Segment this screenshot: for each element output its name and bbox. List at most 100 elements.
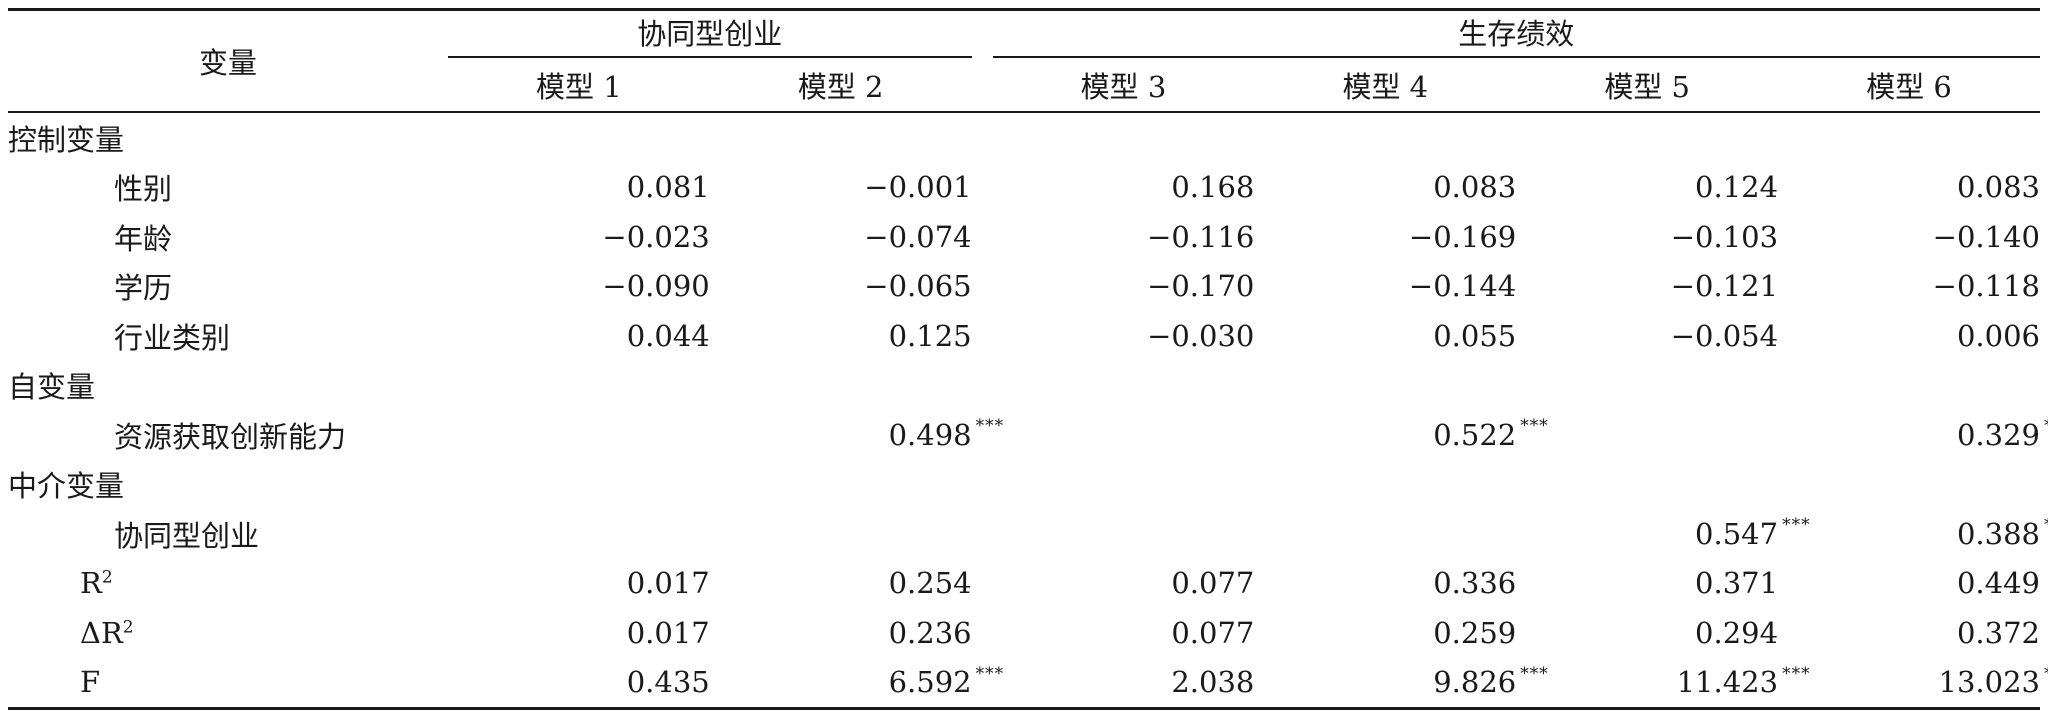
cell-model-4: 9.826 ***	[1254, 657, 1548, 710]
cell-model-1	[448, 460, 710, 510]
cell-model-2: 6.592 ***	[709, 657, 1003, 710]
cell-model-2: 0.236	[710, 608, 972, 658]
cell-model-6: 13.023 ***	[1778, 657, 2048, 710]
group-header-synergy: 协同型创业	[447, 8, 972, 59]
model-4-header: 模型 4	[1254, 59, 1517, 113]
row-label: 中介变量	[8, 460, 448, 510]
table-row: 自变量	[8, 361, 2040, 411]
cell-model-5	[1516, 112, 1778, 163]
cell-model-3: −0.116	[993, 212, 1254, 262]
column-gap	[972, 460, 993, 510]
cell-model-3	[993, 460, 1255, 510]
cell-value: −0.144	[1408, 269, 1517, 304]
model-1-header: 模型 1	[447, 59, 710, 113]
cell-model-1: 0.081	[448, 163, 710, 213]
cell-value: 9.826	[1433, 665, 1517, 700]
row-label: 协同型创业	[8, 509, 448, 559]
cell-model-1: 0.044	[448, 311, 710, 361]
cell-model-6: 0.083	[1778, 163, 2040, 213]
table-row: R2 0.017 0.254 0.077 0.336 0.371 0.449	[8, 559, 2040, 609]
cell-model-4: −0.144	[1254, 262, 1516, 312]
row-label-text: 中介变量	[8, 469, 125, 504]
column-gap	[972, 608, 993, 658]
column-gap	[971, 657, 993, 710]
cell-model-4: 0.259	[1254, 608, 1516, 658]
row-label-superscript: 2	[122, 617, 134, 638]
row-label: R2	[8, 559, 448, 609]
table-row: ΔR2 0.017 0.236 0.077 0.259 0.294 0.372	[8, 608, 2040, 658]
row-label-text: 控制变量	[8, 122, 125, 157]
row-label: 控制变量	[8, 112, 448, 163]
cell-value: 0.372	[1956, 615, 2040, 650]
cell-model-4: 0.055	[1254, 311, 1516, 361]
cell-model-6	[1778, 112, 2040, 163]
cell-model-2: −0.001	[710, 163, 971, 213]
cell-model-5: 0.294	[1516, 608, 1778, 658]
cell-model-4	[1254, 460, 1516, 510]
cell-model-3: 0.077	[993, 608, 1254, 658]
cell-value: 0.006	[1956, 318, 2040, 353]
cell-model-1: −0.023	[448, 212, 709, 262]
cell-value: 0.371	[1695, 566, 1779, 601]
row-label: 性别	[8, 163, 448, 213]
column-gap	[972, 112, 993, 163]
cell-value: −0.074	[864, 219, 972, 254]
cell-model-2	[710, 460, 972, 510]
cell-model-5	[1516, 410, 1778, 460]
cell-value: 0.083	[1433, 170, 1517, 205]
row-label-text: 资源获取创新能力	[114, 419, 347, 454]
cell-value: 0.124	[1695, 170, 1779, 205]
group-header-performance: 生存绩效	[992, 8, 2040, 59]
cell-model-3	[993, 410, 1255, 460]
cell-model-3	[993, 509, 1255, 559]
cell-model-2: 0.254	[710, 559, 972, 609]
cell-value: 0.083	[1956, 170, 2040, 205]
cell-model-2	[710, 361, 972, 411]
table-row: 控制变量	[8, 112, 2040, 163]
cell-value: −0.054	[1670, 318, 1779, 353]
cell-value: 0.044	[626, 318, 710, 353]
table-body: 控制变量 性别 0.081 −0.001 0.168 0.083 0.124 0.083 年龄 −…	[8, 112, 2048, 710]
cell-model-5: 0.547 ***	[1516, 509, 1810, 559]
cell-model-6: −0.140	[1778, 212, 2040, 262]
row-label: 自变量	[8, 361, 448, 411]
row-label-text: 行业类别	[114, 320, 231, 355]
column-gap	[972, 163, 993, 213]
cell-model-6	[1778, 361, 2040, 411]
column-gap	[972, 509, 993, 559]
cell-model-5	[1516, 361, 1778, 411]
significance-stars: ***	[2044, 416, 2048, 436]
row-label: 学历	[8, 262, 448, 312]
row-label-text: ΔR	[80, 615, 123, 650]
cell-value: 2.038	[1171, 665, 1255, 700]
column-gap	[972, 361, 993, 411]
column-gap	[972, 559, 993, 609]
row-label: ΔR2	[8, 608, 448, 658]
cell-value: 0.254	[888, 566, 972, 601]
cell-value: −0.140	[1932, 219, 2040, 254]
regression-table: 变量 协同型创业 生存绩效 模型 1 模型 2 模型 3 模型 4 模型 5 模…	[8, 8, 2048, 710]
cell-value: −0.065	[864, 269, 972, 304]
cell-model-6: 0.449	[1778, 559, 2040, 609]
cell-model-3: −0.170	[993, 262, 1254, 312]
cell-value: −0.169	[1408, 219, 1517, 254]
cell-model-3: 0.077	[993, 559, 1254, 609]
cell-model-5: −0.103	[1516, 212, 1778, 262]
cell-model-4: −0.169	[1254, 212, 1516, 262]
row-label: 资源获取创新能力	[8, 410, 448, 460]
cell-value: 0.168	[1171, 170, 1255, 205]
group-label-performance: 生存绩效	[992, 12, 2040, 58]
cell-model-3	[993, 361, 1255, 411]
cell-model-6: 0.388 ***	[1778, 509, 2048, 559]
table-row: F 0.435 6.592 *** 2.038 9.826 *** 11.423 *** 13.0…	[8, 657, 2048, 710]
model-6-header: 模型 6	[1778, 59, 2040, 113]
cell-value: −0.121	[1670, 269, 1779, 304]
cell-model-4	[1254, 112, 1516, 163]
table-row: 行业类别 0.044 0.125 −0.030 0.055 −0.054 0.006	[8, 311, 2040, 361]
cell-model-1: 0.017	[448, 608, 710, 658]
row-label-text: 学历	[114, 271, 173, 306]
header-gap	[971, 59, 993, 113]
row-label: 行业类别	[8, 311, 448, 361]
cell-model-3: −0.030	[993, 311, 1254, 361]
